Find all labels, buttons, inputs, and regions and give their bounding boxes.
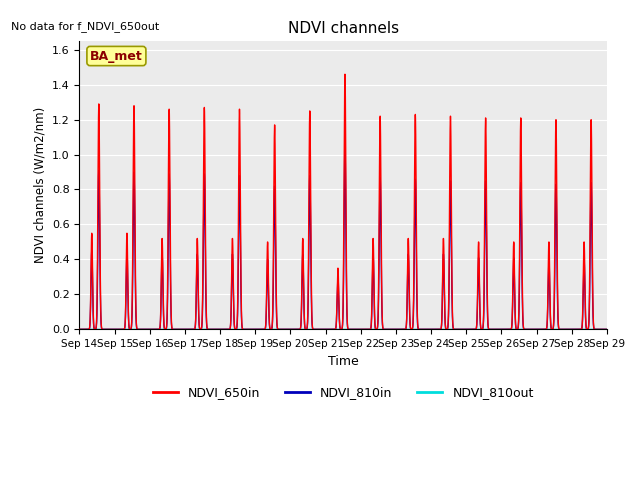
Y-axis label: NDVI channels (W/m2/nm): NDVI channels (W/m2/nm)	[33, 107, 47, 263]
Text: BA_met: BA_met	[90, 49, 143, 62]
Title: NDVI channels: NDVI channels	[287, 21, 399, 36]
Legend: NDVI_650in, NDVI_810in, NDVI_810out: NDVI_650in, NDVI_810in, NDVI_810out	[148, 381, 539, 404]
Text: No data for f_NDVI_650out: No data for f_NDVI_650out	[11, 21, 159, 32]
X-axis label: Time: Time	[328, 355, 358, 368]
